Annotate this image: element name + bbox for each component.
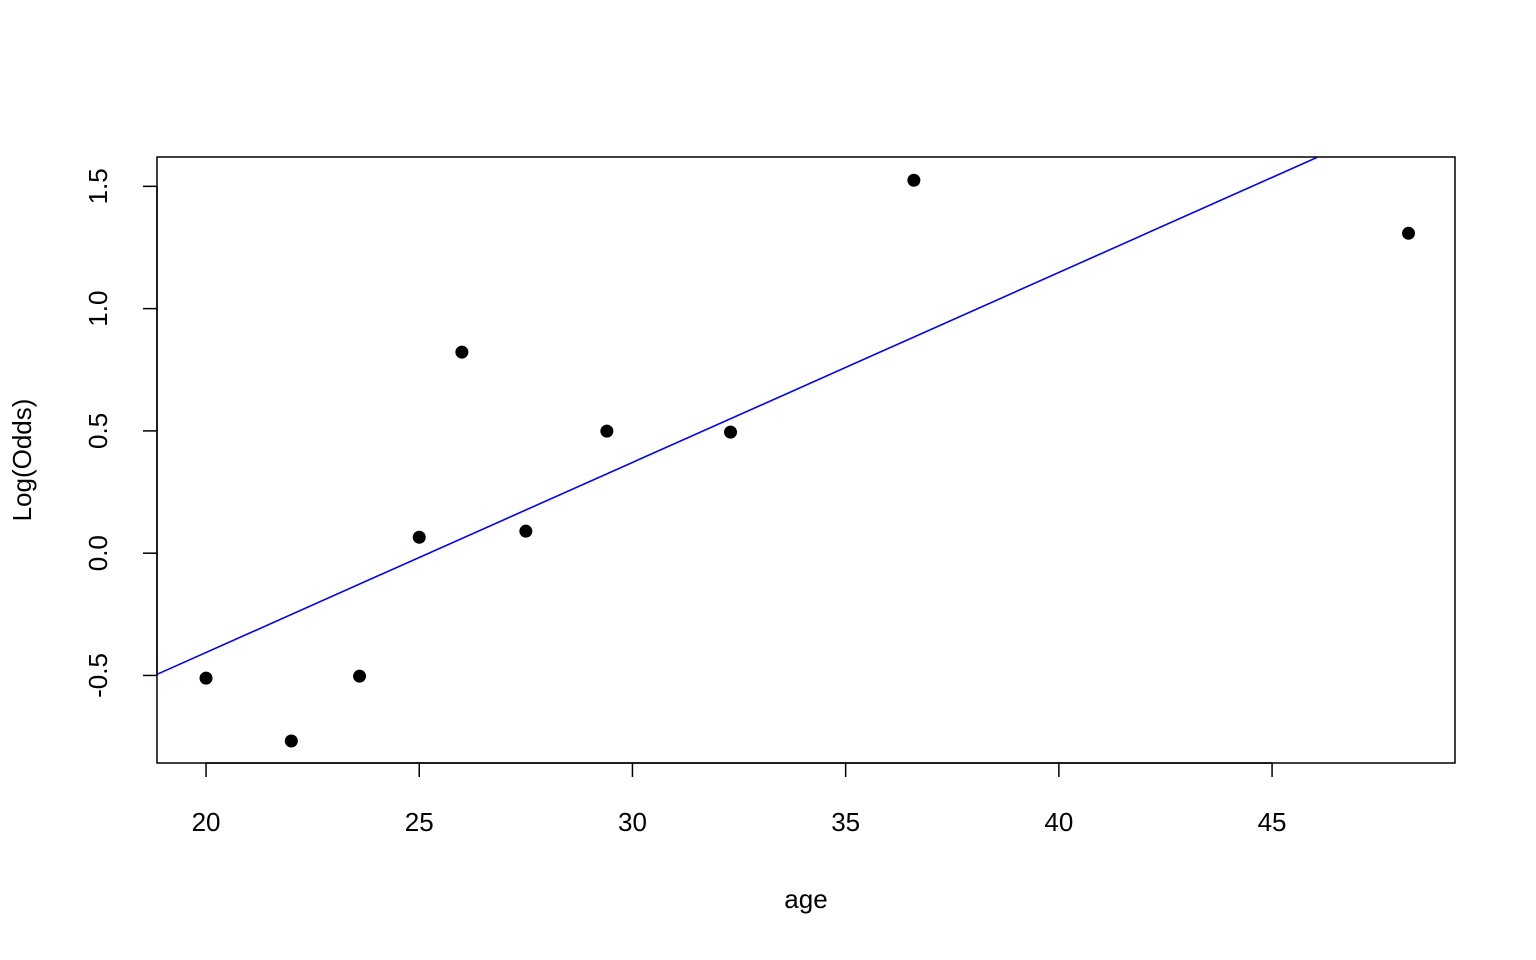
y-axis-label: Log(Odds) bbox=[7, 399, 37, 522]
y-tick-label: 1.5 bbox=[83, 168, 113, 204]
y-tick-label: 0.0 bbox=[83, 535, 113, 571]
point bbox=[455, 345, 469, 359]
point bbox=[199, 671, 213, 685]
point bbox=[600, 424, 614, 438]
point bbox=[519, 524, 533, 538]
y-tick-label: 1.0 bbox=[83, 291, 113, 327]
point bbox=[353, 669, 367, 683]
x-tick-label: 25 bbox=[405, 807, 434, 837]
point bbox=[1402, 226, 1416, 240]
x-tick-label: 35 bbox=[831, 807, 860, 837]
y-tick-label: -0.5 bbox=[83, 653, 113, 698]
x-tick-label: 40 bbox=[1044, 807, 1073, 837]
y-tick-label: 0.5 bbox=[83, 413, 113, 449]
x-tick-label: 45 bbox=[1258, 807, 1287, 837]
x-tick-label: 30 bbox=[618, 807, 647, 837]
point bbox=[412, 530, 426, 544]
point bbox=[907, 173, 921, 187]
point bbox=[724, 425, 738, 439]
x-axis-label: age bbox=[784, 884, 827, 914]
plot-area bbox=[157, 157, 1320, 676]
fit-line bbox=[157, 157, 1320, 676]
plot-frame bbox=[156, 156, 1456, 764]
x-tick-label: 20 bbox=[192, 807, 221, 837]
point bbox=[284, 734, 298, 748]
